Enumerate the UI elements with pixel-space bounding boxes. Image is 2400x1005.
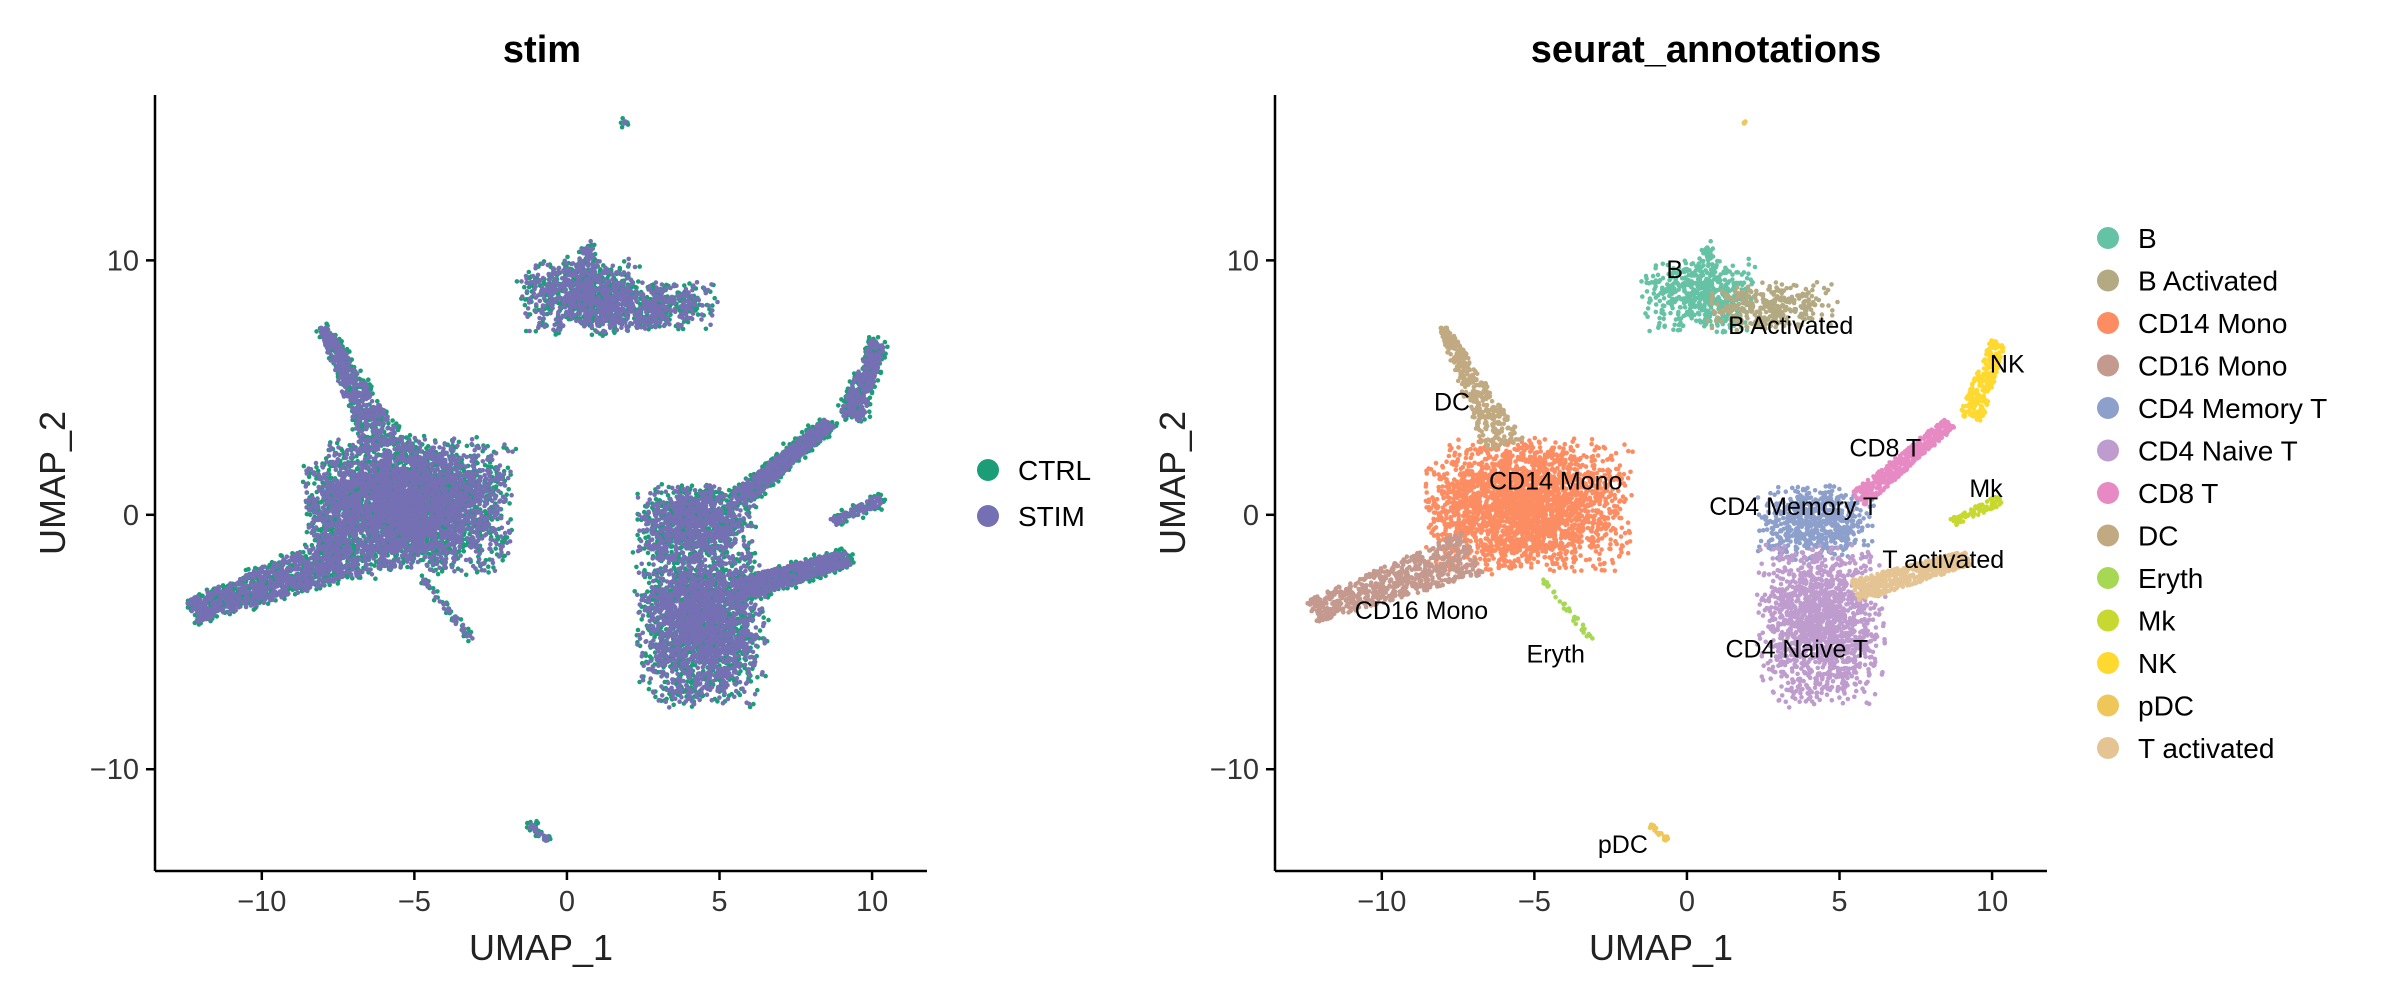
- point: [486, 564, 491, 569]
- point: [373, 576, 378, 581]
- point: [372, 563, 377, 568]
- point: [251, 607, 257, 612]
- point: [630, 550, 636, 555]
- point: [645, 550, 651, 556]
- point: [304, 511, 310, 517]
- point: [533, 329, 539, 334]
- point: [506, 487, 512, 492]
- point: [522, 302, 528, 308]
- point: [565, 254, 570, 260]
- scatter-points: [185, 116, 890, 843]
- point: [617, 265, 623, 271]
- point: [526, 284, 532, 290]
- point: [312, 481, 317, 486]
- point: [435, 571, 441, 577]
- point: [301, 463, 307, 469]
- point: [503, 536, 508, 541]
- point: [689, 483, 695, 489]
- point: [703, 326, 709, 332]
- point: [314, 464, 319, 470]
- point: [637, 264, 642, 269]
- point: [243, 567, 249, 573]
- point: [493, 546, 499, 551]
- point: [712, 295, 717, 301]
- point: [522, 284, 527, 290]
- point: [461, 549, 467, 554]
- point: [474, 435, 480, 440]
- series-ctrl: [185, 116, 890, 843]
- point: [505, 465, 511, 471]
- point: [500, 558, 506, 563]
- point: [304, 529, 310, 535]
- point: [514, 279, 520, 284]
- point: [278, 553, 284, 558]
- point: [464, 443, 470, 449]
- point: [621, 259, 627, 264]
- point: [507, 501, 512, 506]
- point: [407, 432, 413, 438]
- point: [589, 332, 595, 338]
- point: [634, 564, 639, 570]
- panel-title: stim: [503, 29, 581, 71]
- point: [526, 269, 532, 275]
- point: [541, 280, 547, 285]
- point: [486, 570, 491, 575]
- point: [463, 572, 469, 578]
- point: [635, 532, 640, 538]
- point: [523, 328, 529, 334]
- point: [636, 279, 641, 284]
